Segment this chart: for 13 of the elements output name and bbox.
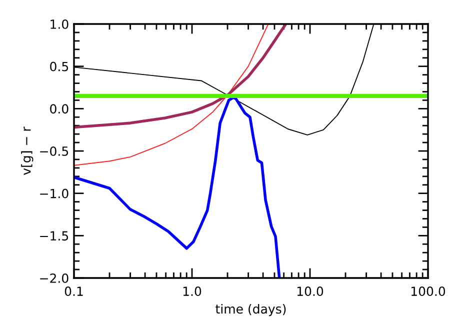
y-tick-label: 0.5 — [50, 62, 68, 72]
y-tick-label: −1.5 — [40, 231, 68, 241]
x-tick-label: 1.0 — [183, 286, 202, 296]
y-axis-title: v[g] − r — [21, 126, 34, 175]
x-tick-label: 100.0 — [411, 286, 446, 296]
x-tick-label: 10.0 — [297, 286, 324, 296]
y-tick-label: 0.0 — [50, 104, 68, 114]
y-tick-label: −2.0 — [40, 273, 68, 283]
y-tick-label: −0.5 — [40, 146, 68, 156]
y-tick-label: −1.0 — [40, 188, 68, 198]
x-axis-title: time (days) — [216, 304, 286, 316]
x-tick-label: 0.1 — [64, 286, 83, 296]
y-tick-label: 1.0 — [50, 19, 68, 29]
